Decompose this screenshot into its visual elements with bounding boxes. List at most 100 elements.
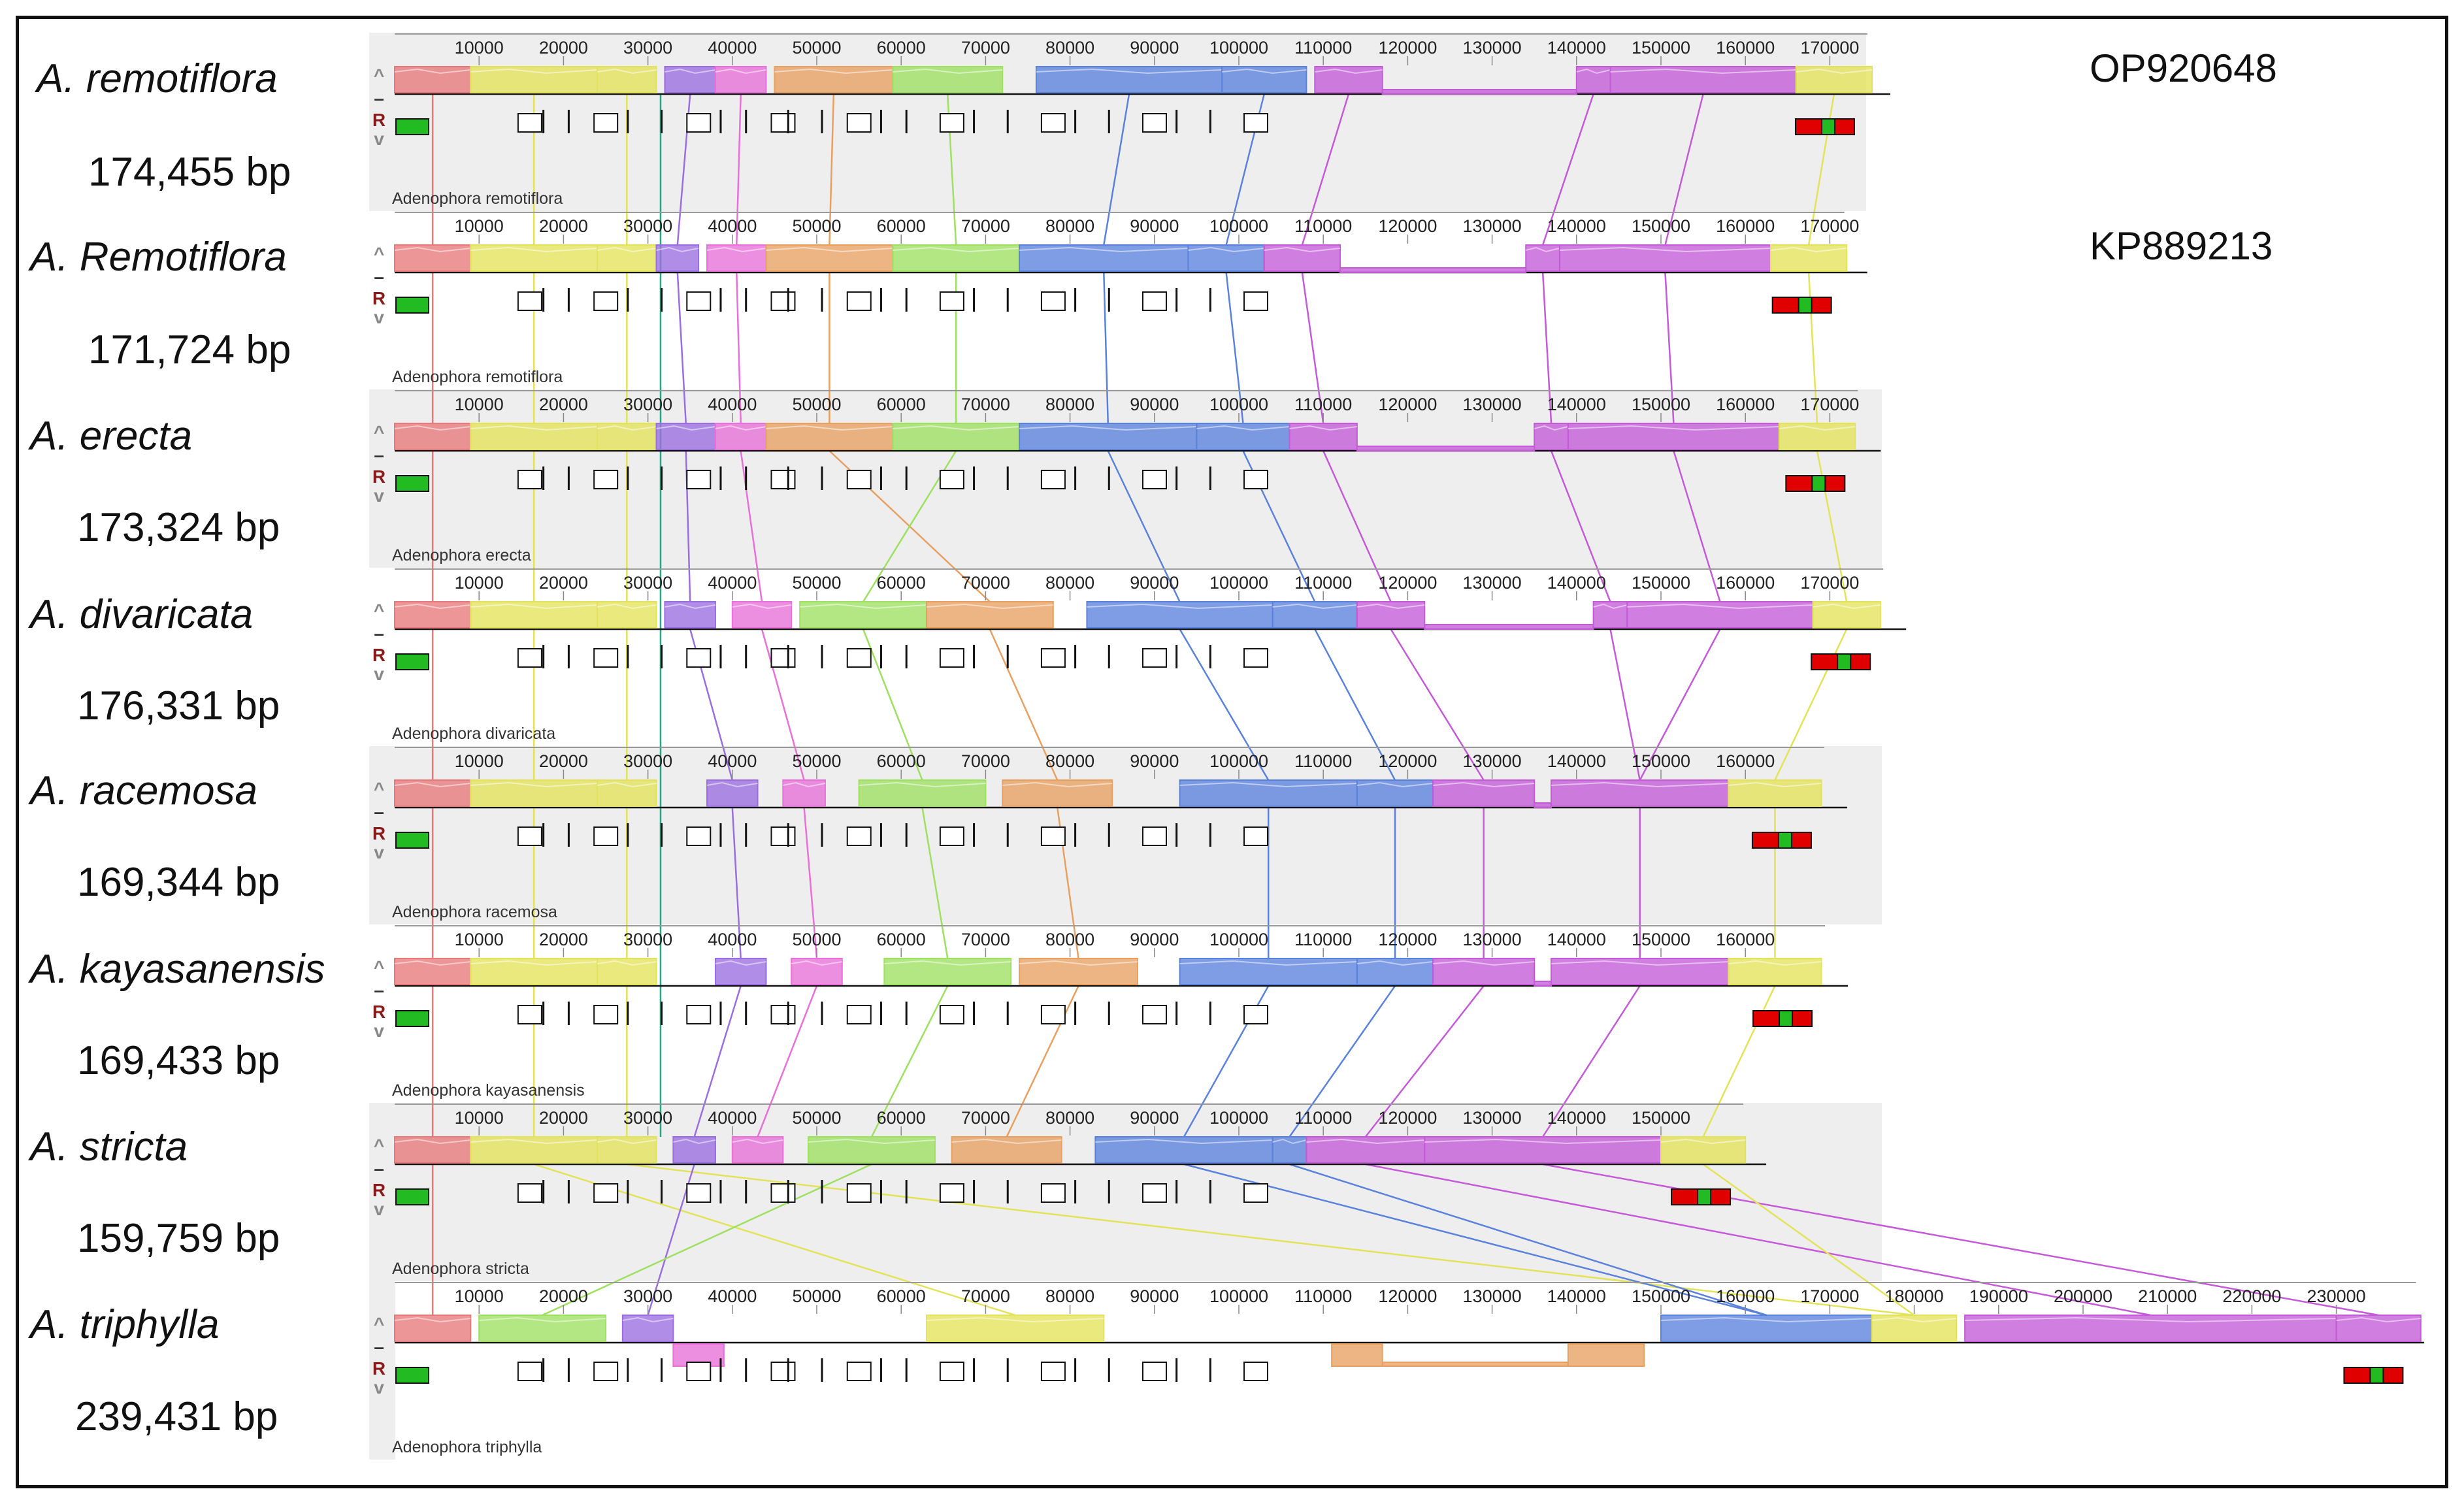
- tick-label: 60000: [877, 1108, 926, 1128]
- collapse-icon[interactable]: –: [374, 267, 384, 287]
- similarity-profile: [893, 425, 1020, 431]
- genome-panel: 10000 20000 30000 40000 50000 60000 70000 80000…: [372, 1103, 1767, 1278]
- scroll-down-icon[interactable]: v: [374, 664, 384, 684]
- tick-label: 60000: [877, 930, 926, 949]
- collapse-icon[interactable]: –: [374, 1337, 384, 1357]
- similarity-profile: [1770, 246, 1847, 253]
- tick-label: 210000: [2138, 1286, 2197, 1306]
- similarity-profile: [884, 960, 1011, 966]
- tick-label: 100000: [1209, 751, 1268, 771]
- lcb-connector: [1006, 985, 1079, 1137]
- tick-label: 70000: [961, 38, 1010, 57]
- reverse-button[interactable]: R: [372, 823, 386, 843]
- scroll-down-icon[interactable]: v: [374, 842, 384, 862]
- tick-label: 80000: [1045, 395, 1094, 414]
- reverse-button[interactable]: R: [372, 645, 386, 665]
- lcb-connector: [1225, 272, 1244, 424]
- lcb-connector: [731, 807, 742, 959]
- tick-label: 30000: [623, 930, 672, 949]
- tick-label: 100000: [1209, 930, 1268, 949]
- tick-label: 40000: [708, 573, 757, 593]
- collinear-block: [1381, 1362, 1569, 1367]
- gene-box: [846, 470, 872, 489]
- scroll-down-icon[interactable]: v: [374, 307, 384, 327]
- panel-background: [369, 33, 1866, 211]
- collapse-icon[interactable]: –: [374, 88, 384, 108]
- tick-label: 110000: [1294, 930, 1352, 949]
- tick-label: 90000: [1130, 573, 1179, 593]
- species-name: A. Remotiflora: [30, 235, 287, 280]
- tick-label: 160000: [1716, 930, 1775, 949]
- similarity-profile: [808, 1138, 935, 1145]
- similarity-profile: [1526, 246, 1560, 253]
- gene-rrna: [395, 118, 429, 135]
- scroll-down-icon[interactable]: v: [374, 1199, 384, 1219]
- gene-box: [517, 648, 542, 668]
- similarity-profile: [715, 68, 766, 74]
- reverse-button[interactable]: R: [372, 110, 386, 130]
- scroll-up-icon[interactable]: ^: [374, 422, 384, 442]
- tick-label: 130000: [1463, 1108, 1522, 1128]
- scroll-down-icon[interactable]: v: [374, 1021, 384, 1041]
- collapse-icon[interactable]: –: [374, 980, 384, 1000]
- scroll-up-icon[interactable]: ^: [374, 779, 384, 799]
- similarity-profile: [665, 603, 716, 610]
- lcb-connector: [1322, 450, 1392, 602]
- similarity-profile: [394, 1138, 471, 1145]
- similarity-profile: [470, 425, 598, 431]
- similarity-profile: [1593, 603, 1628, 610]
- genome-panel: 10000 20000 30000 40000 50000 60000 70000 80000…: [372, 925, 1848, 1100]
- genome-panel: 10000 20000 30000 40000 50000 60000 70000 80000…: [372, 33, 1890, 208]
- tick-label: 70000: [961, 751, 1010, 771]
- gene-box: [846, 1362, 872, 1381]
- collinear-block: [1356, 601, 1426, 629]
- collapse-icon[interactable]: –: [374, 445, 384, 465]
- tick-label: 50000: [792, 38, 841, 57]
- similarity-profile: [1019, 960, 1138, 966]
- reverse-button[interactable]: R: [372, 1180, 386, 1200]
- similarity-profile: [1660, 1138, 1746, 1145]
- collapse-icon[interactable]: –: [374, 1158, 384, 1179]
- lcb-connector: [1103, 272, 1109, 424]
- tick-label: 160000: [1716, 573, 1775, 593]
- similarity-profile: [1002, 781, 1113, 788]
- gene-box: [770, 1183, 796, 1203]
- similarity-profile: [1551, 781, 1729, 788]
- tick-label: 30000: [623, 573, 672, 593]
- similarity-profile: [1965, 1316, 2337, 1323]
- similarity-profile: [1272, 603, 1357, 610]
- genome-length: 159,759 bp: [77, 1216, 280, 1261]
- scroll-up-icon[interactable]: ^: [374, 1136, 384, 1156]
- scroll-up-icon[interactable]: ^: [374, 957, 384, 977]
- tick-label: 70000: [961, 930, 1010, 949]
- scroll-down-icon[interactable]: v: [374, 129, 384, 149]
- scroll-up-icon[interactable]: ^: [374, 65, 384, 86]
- scroll-down-icon[interactable]: v: [374, 485, 384, 506]
- gene-box: [1142, 1005, 1167, 1024]
- scroll-up-icon[interactable]: ^: [374, 600, 384, 621]
- tick-label: 140000: [1547, 395, 1606, 414]
- collapse-icon[interactable]: –: [374, 623, 384, 644]
- scroll-up-icon[interactable]: ^: [374, 244, 384, 264]
- lcb-connector: [1673, 450, 1721, 602]
- similarity-profile: [1728, 781, 1822, 788]
- similarity-profile: [1315, 68, 1383, 74]
- reverse-button[interactable]: R: [372, 1358, 386, 1379]
- lcb-connector: [1289, 985, 1396, 1137]
- reverse-button[interactable]: R: [372, 1002, 386, 1022]
- similarity-profile: [715, 425, 766, 431]
- collinear-block: [1331, 1343, 1383, 1367]
- collinear-block: [1534, 802, 1552, 808]
- reverse-button[interactable]: R: [372, 466, 386, 487]
- tick-label: 130000: [1463, 573, 1522, 593]
- track-name: Adenophora divaricata: [392, 725, 555, 743]
- similarity-profile: [1356, 781, 1434, 788]
- scroll-down-icon[interactable]: v: [374, 1377, 384, 1398]
- reverse-button[interactable]: R: [372, 288, 386, 308]
- collapse-icon[interactable]: –: [374, 802, 384, 822]
- tick-label: 20000: [539, 395, 588, 414]
- similarity-profile: [1627, 603, 1813, 610]
- gene-box: [939, 826, 964, 846]
- scroll-up-icon[interactable]: ^: [374, 1314, 384, 1334]
- lcb-connector: [1364, 985, 1485, 1137]
